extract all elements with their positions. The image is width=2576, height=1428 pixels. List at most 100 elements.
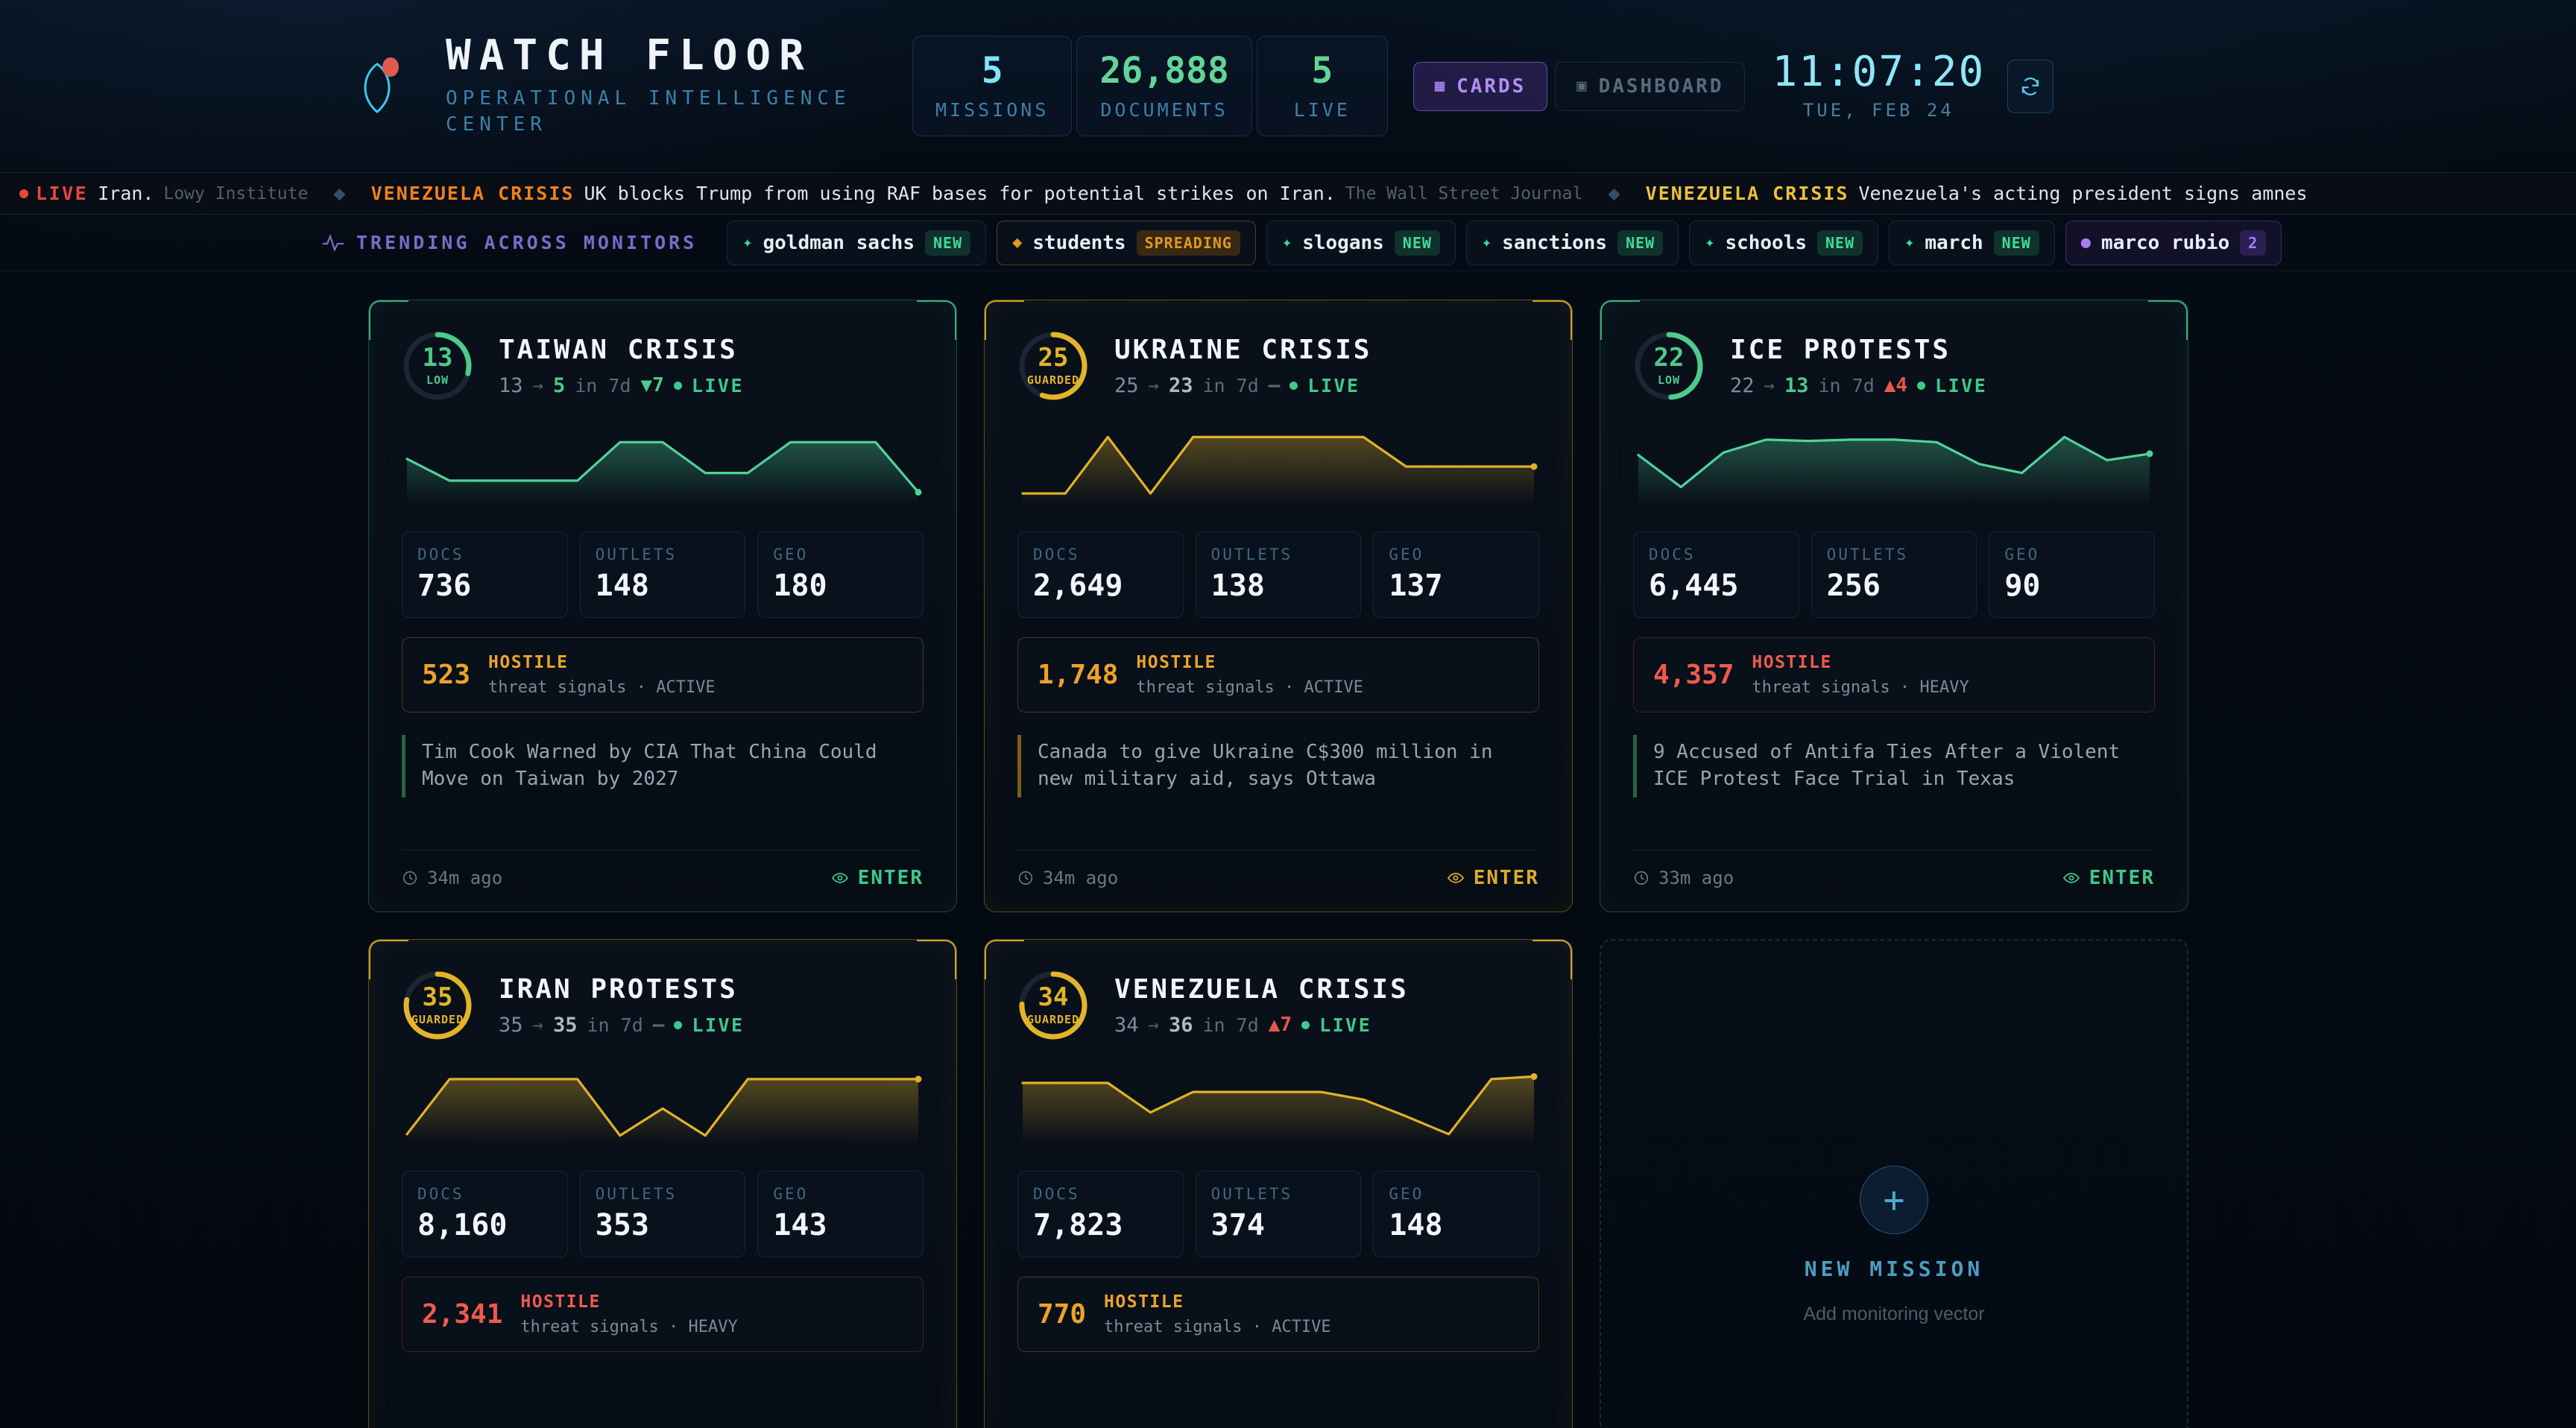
trending-chip-sanctions[interactable]: ✦ sanctions NEW: [1465, 220, 1679, 265]
enter-button[interactable]: ENTER: [2062, 867, 2155, 889]
sparkle-icon: ✦: [742, 233, 753, 252]
metric-outlets-value: 374: [1210, 1208, 1265, 1242]
chip-label: slogans: [1302, 231, 1384, 254]
trending-chip-marco-rubio[interactable]: ● marco rubio 2: [2065, 220, 2282, 265]
card-timestamp-text: 33m ago: [1658, 868, 1734, 888]
plus-icon[interactable]: +: [1860, 1166, 1928, 1234]
new-mission-card[interactable]: + NEW MISSION Add monitoring vector: [1600, 939, 2188, 1428]
activity-sparkline: [1017, 424, 1539, 505]
card-headline[interactable]: Canada to give Ukraine C$300 million in …: [1017, 735, 1539, 797]
sparkle-icon: ✦: [1281, 233, 1292, 252]
eye-icon: [831, 873, 848, 883]
stat-documents-label: DOCUMENTS: [1100, 99, 1228, 121]
card-metrics: DOCS 8,160 OUTLETS 353 GEO 143: [402, 1171, 924, 1257]
card-title: UKRAINE CRISIS: [1114, 334, 1372, 365]
tab-cards[interactable]: ▦ CARDS: [1412, 61, 1548, 111]
mission-card[interactable]: 22 LOW ICE PROTESTS 22 → 13 in 7d ▲4 LIV…: [1600, 300, 2188, 912]
metric-docs: DOCS 8,160: [402, 1171, 568, 1257]
pulse-icon: [323, 233, 344, 252]
card-headline[interactable]: Tim Cook Warned by CIA That China Could …: [402, 735, 924, 797]
live-dot-icon: [1289, 381, 1298, 390]
hostile-status: threat signals · ACTIVE: [1104, 1318, 1331, 1336]
chip-badge: NEW: [1617, 230, 1664, 256]
metric-docs: DOCS 6,445: [1633, 531, 1799, 618]
stat-missions: 5 MISSIONS: [912, 36, 1073, 136]
chip-label: goldman sachs: [763, 231, 915, 254]
threat-gauge: 35 GUARDED: [402, 970, 473, 1041]
sparkle-icon: ✦: [1481, 233, 1492, 252]
meta-from-value: 25: [1114, 373, 1139, 397]
mission-card[interactable]: 25 GUARDED UKRAINE CRISIS 25 → 23 in 7d …: [984, 300, 1573, 912]
arrow-right-icon: →: [1764, 375, 1775, 396]
metric-outlets-label: OUTLETS: [1210, 546, 1293, 563]
gauge-value: 34: [1038, 982, 1069, 1012]
chip-badge: NEW: [1394, 230, 1440, 256]
chip-label: schools: [1725, 231, 1808, 254]
metric-outlets: OUTLETS 353: [579, 1171, 746, 1257]
card-headline[interactable]: 9 Accused of Antifa Ties After a Violent…: [1633, 735, 2155, 797]
hostile-signals: 770 HOSTILE threat signals · ACTIVE: [1017, 1277, 1539, 1352]
hostile-kind-label: HOSTILE: [488, 653, 569, 672]
arrow-right-icon: →: [532, 1014, 543, 1035]
meta-to-value: 35: [552, 1013, 578, 1037]
card-header: 22 LOW ICE PROTESTS 22 → 13 in 7d ▲4 LIV…: [1633, 330, 2155, 402]
mission-card[interactable]: 35 GUARDED IRAN PROTESTS 35 → 35 in 7d —…: [368, 939, 957, 1428]
enter-label: ENTER: [1473, 867, 1539, 889]
metric-geo-value: 180: [773, 569, 827, 603]
app-header: WATCH FLOOR OPERATIONAL INTELLIGENCE CEN…: [0, 0, 2576, 173]
news-ticker[interactable]: LIVE Iran. Lowy Institute ◆ VENEZUELA CR…: [0, 173, 2576, 215]
meta-from-value: 13: [499, 373, 523, 397]
gauge-value: 22: [1653, 343, 1685, 373]
refresh-button[interactable]: [2007, 59, 2054, 113]
trending-chip-slogans[interactable]: ✦ slogans NEW: [1266, 220, 1456, 265]
trending-chip-goldman-sachs[interactable]: ✦ goldman sachs NEW: [727, 220, 987, 265]
mission-card[interactable]: 34 GUARDED VENEZUELA CRISIS 34 → 36 in 7…: [984, 939, 1573, 1428]
trending-chip-schools[interactable]: ✦ schools NEW: [1689, 220, 1879, 265]
card-metrics: DOCS 2,649 OUTLETS 138 GEO 137: [1017, 531, 1539, 618]
tab-dashboard-label: DASHBOARD: [1598, 75, 1724, 98]
refresh-icon: [2022, 77, 2039, 95]
metric-geo-value: 148: [1389, 1208, 1443, 1242]
metric-outlets-label: OUTLETS: [595, 546, 678, 563]
view-toggle[interactable]: ▦ CARDS ▣ DASHBOARD: [1412, 61, 1746, 111]
card-meta: 35 → 35 in 7d — LIVE: [499, 1015, 745, 1035]
chip-badge: NEW: [924, 230, 971, 256]
clock-time: 11:07:20: [1772, 48, 1986, 96]
metric-outlets: OUTLETS 374: [1195, 1171, 1362, 1257]
meta-to-value: 5: [552, 373, 566, 397]
meta-from-value: 22: [1730, 373, 1755, 397]
trending-label: TRENDING ACROSS MONITORS: [322, 232, 697, 253]
gauge-value: 25: [1038, 343, 1069, 373]
hostile-count: 523: [422, 659, 471, 690]
layout-icon: ▣: [1576, 76, 1589, 95]
metric-outlets: OUTLETS 256: [1811, 531, 1977, 618]
ticker-tag: VENEZUELA CRISIS: [1645, 183, 1849, 204]
trending-chip-students[interactable]: ◆ students SPREADING: [997, 220, 1256, 265]
ticker-item[interactable]: LIVE Iran. Lowy Institute: [19, 183, 308, 204]
meta-from-value: 34: [1114, 1013, 1139, 1037]
enter-button[interactable]: ENTER: [1447, 867, 1539, 889]
activity-sparkline: [402, 424, 924, 505]
ticker-item[interactable]: VENEZUELA CRISIS UK blocks Trump from us…: [371, 183, 1583, 204]
tab-dashboard[interactable]: ▣ DASHBOARD: [1555, 61, 1746, 111]
enter-button[interactable]: ENTER: [831, 867, 924, 889]
hostile-kind-label: HOSTILE: [1752, 653, 1832, 672]
gauge-label: LOW: [426, 373, 449, 387]
metric-outlets-label: OUTLETS: [595, 1185, 678, 1203]
card-footer: 33m ago ENTER: [1633, 850, 2155, 889]
card-header: 25 GUARDED UKRAINE CRISIS 25 → 23 in 7d …: [1017, 330, 1539, 402]
enter-label: ENTER: [2089, 867, 2155, 889]
ticker-item[interactable]: VENEZUELA CRISIS Venezuela's acting pres…: [1646, 183, 2308, 204]
arrow-right-icon: →: [532, 375, 543, 396]
meta-delta: —: [652, 1014, 665, 1036]
metric-geo: GEO 90: [1989, 531, 2155, 618]
hostile-kind-label: HOSTILE: [1136, 653, 1216, 672]
card-header: 35 GUARDED IRAN PROTESTS 35 → 35 in 7d —…: [402, 970, 924, 1041]
chip-badge: NEW: [1993, 230, 2039, 256]
metric-geo: GEO 180: [757, 531, 924, 618]
hostile-signals: 2,341 HOSTILE threat signals · HEAVY: [402, 1277, 924, 1352]
mission-card[interactable]: 13 LOW TAIWAN CRISIS 13 → 5 in 7d ▼7 LIV…: [368, 300, 957, 912]
stat-documents-value: 26,888: [1099, 50, 1229, 92]
hostile-kind-label: HOSTILE: [1104, 1292, 1184, 1312]
trending-chip-march[interactable]: ✦ march NEW: [1889, 220, 2055, 265]
